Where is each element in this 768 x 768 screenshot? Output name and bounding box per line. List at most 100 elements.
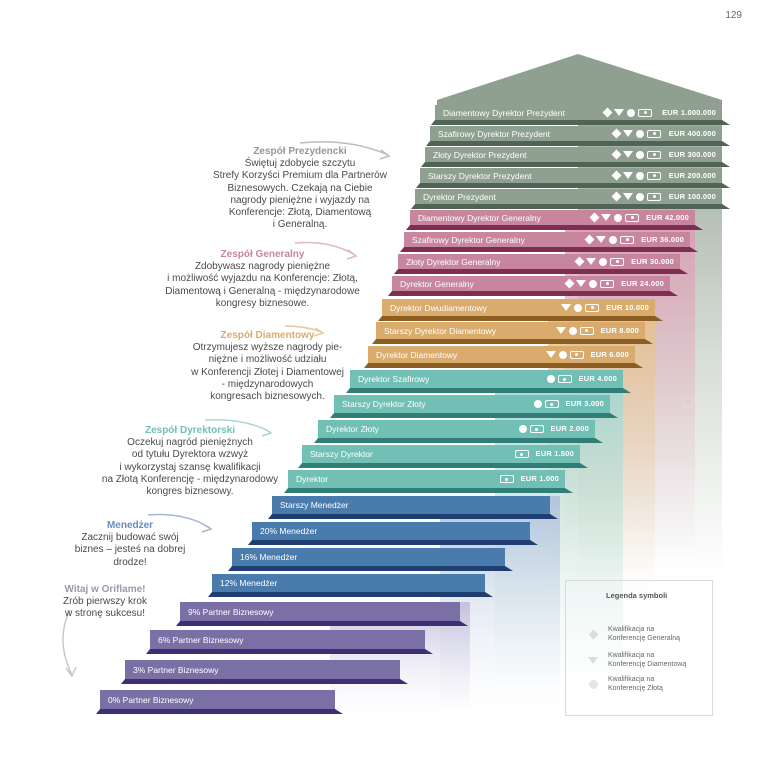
team-title: Zespół Dyrektorski bbox=[144, 425, 236, 436]
team-description: Zespół Diamentowy Otrzymujesz wyższe nagr… bbox=[155, 330, 380, 403]
step-tread bbox=[268, 514, 558, 519]
step-title: Starszy Dyrektor Złoty bbox=[342, 399, 426, 409]
diamond-icon bbox=[584, 234, 595, 245]
step-reward-amount: EUR 36.000 bbox=[641, 234, 684, 244]
step-tread bbox=[298, 463, 588, 468]
legend-text: Kwalifikacja na bbox=[608, 626, 655, 633]
team-text-line: Świętuj zdobycie szczytu bbox=[244, 158, 356, 170]
diamond-icon bbox=[611, 170, 622, 181]
step-title: Złoty Dyrektor Generalny bbox=[406, 256, 501, 267]
step-title: 3% Partner Biznesowy bbox=[133, 664, 219, 675]
team-text-line: Konferencje: Złotą, Diamentową bbox=[228, 207, 372, 219]
team-text-line: kongresach biznesowych. bbox=[210, 391, 325, 403]
gem-icon bbox=[586, 656, 600, 664]
team-text-line: - międzynarodowych bbox=[221, 378, 314, 390]
cash-icon bbox=[638, 108, 653, 117]
step-reward-amount: EUR 2.000 bbox=[550, 424, 589, 433]
step-reward-amount: EUR 100.000 bbox=[668, 191, 716, 201]
diamond-icon bbox=[574, 256, 585, 267]
cash-icon bbox=[569, 350, 584, 359]
team-text-line: kongres biznesowy. bbox=[146, 486, 234, 498]
step-title: Dyrektor Dwudiamentowy bbox=[390, 302, 487, 313]
gem-icon bbox=[623, 130, 634, 137]
step-qualification-icons bbox=[611, 128, 662, 140]
circle-icon bbox=[636, 129, 645, 138]
team-title: Zespół Generalny bbox=[220, 249, 305, 260]
step-face bbox=[150, 630, 425, 649]
cash-icon bbox=[514, 450, 529, 458]
step-tread bbox=[421, 162, 730, 167]
step-title: Szafirowy Dyrektor Generalny bbox=[412, 234, 525, 245]
cash-icon bbox=[544, 400, 559, 408]
step-title: Diamentowy Dyrektor Prezydent bbox=[443, 107, 565, 118]
step-reward-amount: EUR 400.000 bbox=[668, 128, 716, 138]
team-text-line: od tytułu Dyrektora wzwyż bbox=[131, 449, 249, 461]
step-qualification-icons bbox=[589, 212, 639, 224]
step-reward-amount: EUR 1.000.000 bbox=[662, 107, 716, 117]
step-title: 12% Menedżer bbox=[220, 578, 278, 588]
step-qualification-icons bbox=[611, 149, 662, 161]
team-description: Zespół Generalny Zdobywasz nagrody pienię… bbox=[130, 249, 395, 310]
legend-text: Kwalifikacja na bbox=[608, 676, 655, 683]
step-tread bbox=[406, 225, 703, 230]
step-face bbox=[252, 522, 530, 540]
circle-icon bbox=[533, 400, 542, 408]
team-description: Zespół Prezydencki Świętuj zdobycie szczy… bbox=[185, 146, 415, 231]
step-tread bbox=[330, 413, 618, 418]
step-face bbox=[272, 496, 550, 514]
cash-icon bbox=[529, 425, 544, 433]
step-tread bbox=[400, 247, 698, 252]
legend-text: Konferencję Złotą bbox=[608, 685, 663, 692]
gem-icon bbox=[555, 327, 566, 334]
team-text-line: na Złotą Konferencję - międzynarodowy bbox=[101, 473, 279, 485]
step-title: 0% Partner Biznesowy bbox=[108, 694, 194, 705]
cash-icon bbox=[647, 129, 662, 138]
team-text-line: Biznesowych. Czekają na Ciebie bbox=[227, 182, 373, 194]
step-qualification-icons bbox=[555, 325, 594, 337]
team-text-line: kongresy biznesowe. bbox=[215, 297, 310, 309]
team-title: Menedżer bbox=[106, 520, 154, 531]
legend-text: Konferencję Diamentową bbox=[608, 661, 687, 668]
step-face bbox=[302, 445, 580, 463]
team-text-line: Zrób pierwszy krok bbox=[63, 596, 147, 608]
step-tread bbox=[394, 269, 688, 274]
step-title: 20% Menedżer bbox=[260, 526, 318, 536]
diamond-icon bbox=[589, 212, 600, 223]
step-reward-amount: EUR 4.000 bbox=[578, 374, 617, 383]
step-title: 9% Partner Biznesowy bbox=[188, 606, 274, 617]
circle-icon bbox=[518, 425, 527, 433]
diamond-icon bbox=[564, 278, 575, 289]
step-face bbox=[288, 470, 565, 488]
step-face bbox=[180, 602, 460, 621]
step-tread bbox=[176, 621, 468, 626]
team-description: Menedżer Zacznij budować swój biznes – jes… bbox=[55, 520, 205, 569]
team-text-line: Zdobywasz nagrody pieniężne bbox=[194, 261, 331, 273]
step-reward-amount: EUR 300.000 bbox=[668, 149, 716, 159]
circle-icon bbox=[546, 375, 555, 383]
circle-icon bbox=[636, 192, 645, 201]
team-text-line: niężne i możliwość udziału bbox=[208, 354, 327, 366]
cash-icon bbox=[620, 235, 634, 244]
step-reward-amount: EUR 6.000 bbox=[590, 349, 629, 359]
step-title: Dyrektor Prezydent bbox=[423, 191, 496, 202]
team-text-line: drodze! bbox=[113, 556, 147, 568]
team-text-line: Zacznij budować swój bbox=[81, 532, 179, 544]
gem-icon bbox=[586, 258, 596, 265]
cash-icon bbox=[610, 257, 624, 266]
step-qualification-icons bbox=[574, 256, 624, 268]
circle-icon bbox=[586, 679, 600, 689]
gem-icon bbox=[601, 214, 611, 221]
cash-icon bbox=[600, 279, 614, 288]
team-text-line: biznes – jesteś na dobrej bbox=[74, 544, 186, 556]
gem-icon bbox=[561, 304, 571, 311]
step-reward-amount: EUR 1.000 bbox=[520, 474, 559, 483]
step-qualification-icons bbox=[518, 423, 544, 435]
step-qualification-icons bbox=[611, 170, 662, 182]
circle-icon bbox=[599, 257, 607, 266]
cash-icon bbox=[647, 150, 662, 159]
step-face bbox=[334, 395, 610, 413]
legend-text: Konferencję Generalną bbox=[608, 635, 680, 642]
diamond-icon bbox=[602, 107, 613, 118]
step-tread bbox=[121, 679, 408, 684]
